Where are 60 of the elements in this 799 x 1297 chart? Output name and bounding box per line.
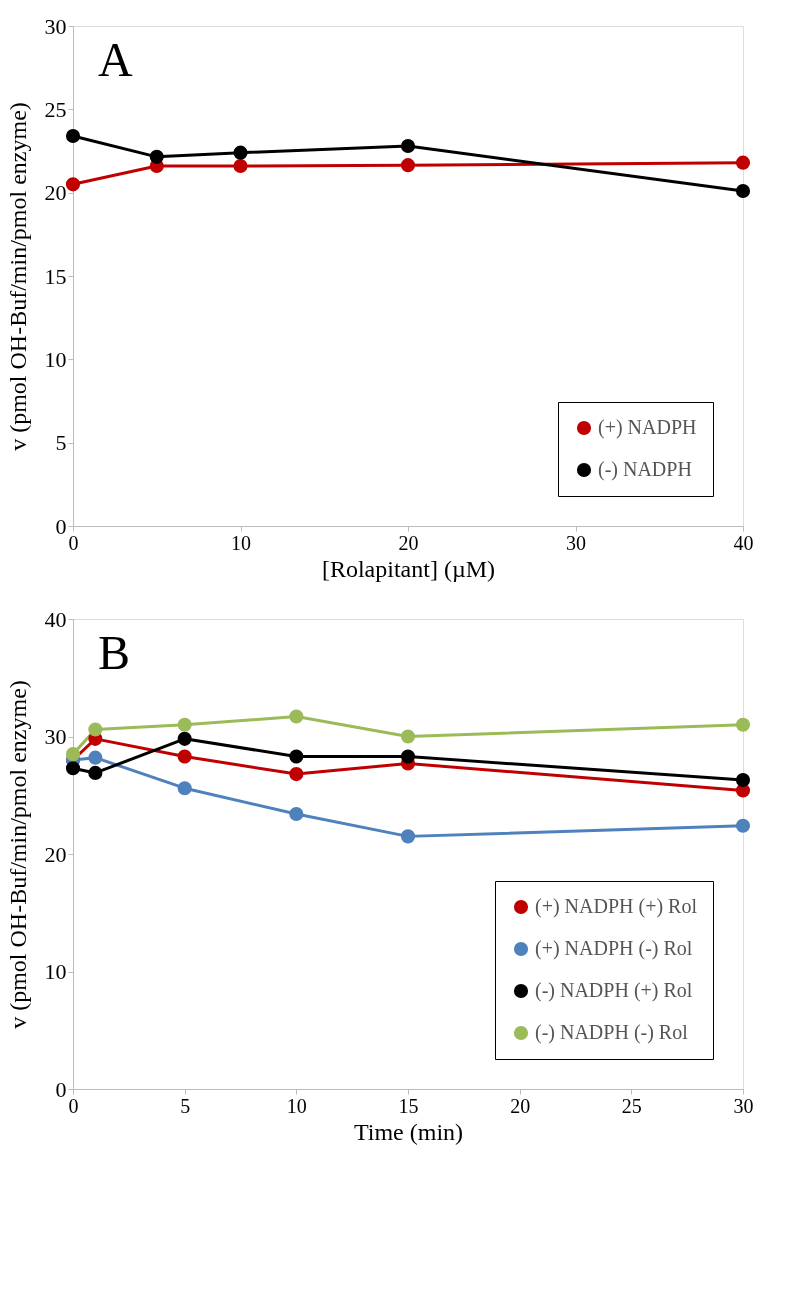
point <box>149 149 164 164</box>
annotation: B <box>98 626 131 679</box>
point <box>400 158 416 173</box>
x-axis-title: [Rolapitant] (µM) <box>321 555 496 582</box>
x-axis-title: Time (min) <box>353 1118 464 1145</box>
point <box>177 749 192 764</box>
y-tick-label: 30 <box>44 13 67 39</box>
y-tick-label: 40 <box>44 606 67 632</box>
x-tick-label: 40 <box>733 531 754 554</box>
point <box>289 749 304 764</box>
point <box>289 767 304 782</box>
point <box>400 749 416 764</box>
x-tick-label: 25 <box>621 1094 642 1117</box>
point <box>65 747 81 762</box>
y-tick-label: 20 <box>44 841 67 867</box>
point <box>289 806 304 822</box>
y-tick-label: 10 <box>44 959 67 984</box>
point <box>400 729 416 744</box>
y-tick-label: 20 <box>44 180 67 206</box>
point <box>735 818 751 833</box>
y-axis-title: v (pmol OH-Buf/min/pmol enzyme) <box>4 680 31 1029</box>
legend-label: (-) NADPH <box>598 458 692 481</box>
y-tick-label: 30 <box>44 724 67 749</box>
point <box>65 128 81 144</box>
point <box>177 717 192 732</box>
x-tick-label: 10 <box>231 531 251 554</box>
x-tick-label: 20 <box>398 531 419 554</box>
point <box>177 731 192 746</box>
point <box>65 177 81 192</box>
point <box>233 145 248 160</box>
point <box>400 829 416 844</box>
y-tick-label: 10 <box>44 346 67 372</box>
point <box>289 709 304 724</box>
point <box>233 158 248 174</box>
x-tick-label: 20 <box>510 1094 531 1117</box>
y-tick-label: 25 <box>44 96 67 122</box>
point <box>735 183 751 199</box>
y-tick-label: 5 <box>55 430 67 456</box>
legend-label: (-) NADPH (-) Rol <box>535 1021 689 1044</box>
point <box>88 750 103 765</box>
x-tick-label: 5 <box>180 1094 191 1117</box>
legend-label: (+) NADPH (+) Rol <box>535 895 698 918</box>
point <box>88 765 103 780</box>
point <box>65 761 81 776</box>
legend-label: (+) NADPH (-) Rol <box>535 937 693 960</box>
y-tick-label: 15 <box>44 263 67 289</box>
x-tick-label: 30 <box>566 531 586 554</box>
point <box>400 138 416 154</box>
annotation: A <box>98 33 133 86</box>
x-tick-label: 30 <box>733 1094 754 1117</box>
legend-label: (+) NADPH <box>598 416 697 439</box>
y-axis-title: v (pmol OH-Buf/min/pmol enzyme) <box>4 102 31 451</box>
x-tick-label: 10 <box>286 1094 307 1117</box>
point <box>735 155 751 170</box>
x-tick-label: 15 <box>398 1094 419 1117</box>
legend-label: (-) NADPH (+) Rol <box>535 979 693 1002</box>
point <box>735 717 751 732</box>
point <box>177 781 192 796</box>
point <box>735 772 751 788</box>
point <box>88 722 103 737</box>
